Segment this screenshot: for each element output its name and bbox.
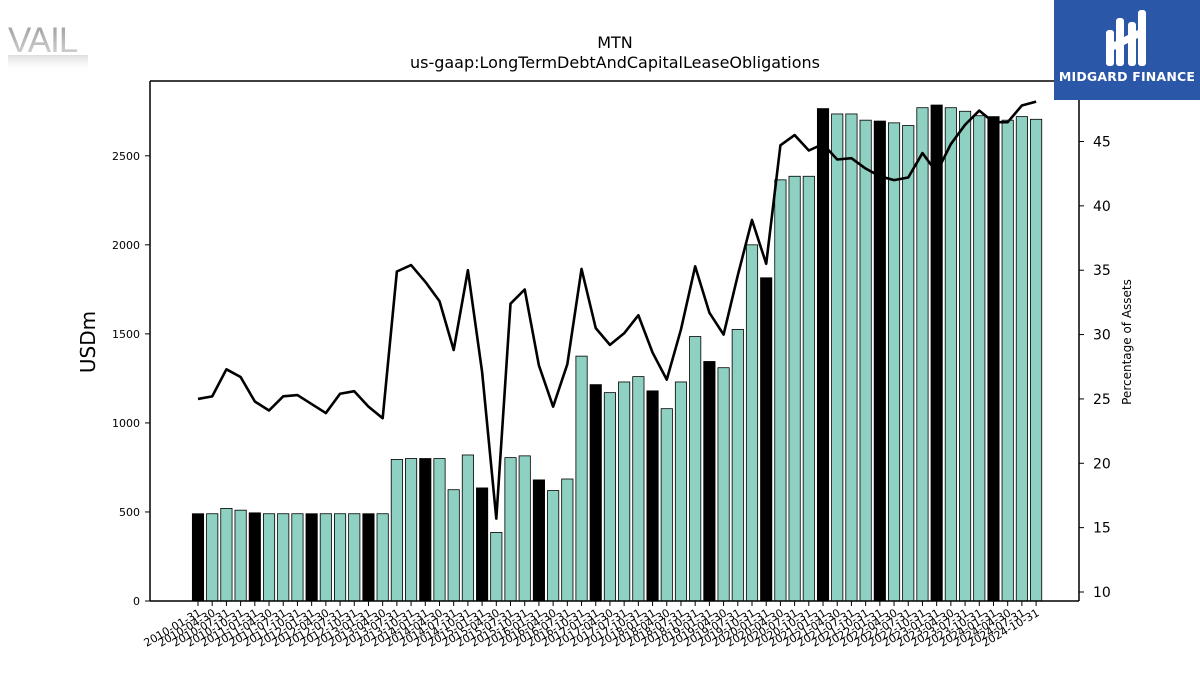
bar [490,532,503,602]
bar [987,116,1000,602]
midgard-finance-logo: MIDGARD FINANCE [1054,0,1200,100]
bar [816,108,830,602]
y2-tick-label: 20 [1093,456,1111,472]
bar [191,513,205,602]
bar [973,115,986,602]
chart-title: MTN [597,33,633,52]
bar [547,490,560,602]
bar [461,454,474,602]
bar [1015,116,1028,602]
bar [220,507,233,602]
bar [504,457,517,602]
bar [234,509,247,602]
chart-subtitle: us-gaap:LongTermDebtAndCapitalLeaseOblig… [410,53,820,72]
bar [348,513,361,602]
y-tick-label: 1500 [112,328,140,341]
bar [760,277,773,602]
bar [603,392,616,602]
bar [277,513,290,602]
y-axis-label: USDm [76,311,100,373]
bar [447,489,460,602]
bar [703,361,716,602]
bar [717,367,730,602]
midgard-logo-text: MIDGARD FINANCE [1058,69,1196,84]
y2-tick-label: 25 [1093,392,1111,408]
bar [845,113,858,602]
bar [930,104,943,602]
bar [518,455,531,602]
y2-tick-label: 35 [1093,263,1111,279]
bar [873,120,886,602]
bar [618,381,631,602]
bar [646,390,659,602]
bar [419,458,432,602]
y2-tick-label: 15 [1093,521,1111,537]
bar [944,107,957,602]
y-tick-label: 2000 [112,239,140,252]
bar [902,125,915,602]
y2-tick-label: 45 [1093,134,1111,150]
percentage-line [197,100,1037,520]
bar [745,244,759,602]
bar [390,459,403,602]
bar [674,381,688,602]
y2-tick-label: 10 [1093,585,1111,601]
bar [561,478,574,602]
bar [802,175,815,602]
bar [589,384,602,602]
bar [1001,119,1014,602]
bar [689,336,702,602]
bar [788,175,801,602]
bar [916,107,929,602]
y2-axis-label: Percentage of Assets [1120,279,1134,405]
vail-logo: VAIL [6,18,92,78]
bar [632,376,645,602]
bar [887,122,901,602]
y2-tick-label: 30 [1093,328,1111,344]
bar [433,458,446,602]
y-tick-label: 1000 [112,417,140,430]
bar [731,329,744,602]
bar [532,479,545,602]
bar [859,119,872,602]
bar [1030,118,1043,602]
bar [831,113,844,602]
bar [333,513,347,602]
bar [262,513,276,602]
bar [305,513,318,602]
y2-tick-label: 40 [1093,199,1111,215]
y-tick-label: 500 [119,506,140,519]
midgard-mark-icon [1106,10,1146,66]
y-tick-label: 0 [133,595,140,608]
bar [959,110,972,602]
bar [362,513,375,602]
bar [660,408,673,602]
bar [376,513,389,602]
bar [319,513,332,602]
bar [774,179,787,602]
bar [206,513,219,602]
bar [291,513,304,602]
bar [248,512,261,602]
bar [476,487,489,602]
bar [405,458,418,602]
bar [575,355,588,602]
vail-logo-text: VAIL [8,21,78,60]
y-tick-label: 2500 [112,150,140,163]
bar-series [191,104,1043,602]
line-series [197,100,1037,520]
